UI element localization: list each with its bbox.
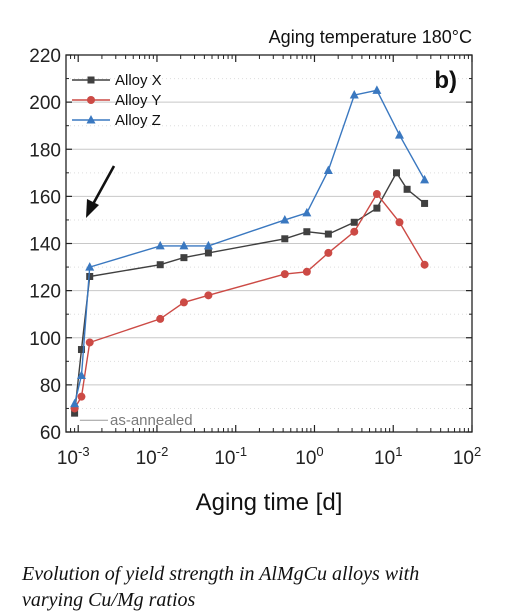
- yield-strength-chart: 60 80 100 120 140 160 180 200 220 10-3 10-2 10-1 100…: [29, 27, 481, 516]
- x-tick-label: 10-3: [57, 444, 90, 469]
- data-point: [204, 291, 213, 300]
- grid-lines: [66, 78, 472, 409]
- series-alloy-y: [70, 190, 429, 413]
- data-point: [420, 174, 430, 184]
- data-point: [85, 338, 94, 347]
- arrow-head: [86, 199, 99, 218]
- data-point: [280, 270, 289, 279]
- legend-label: Alloy X: [115, 72, 162, 89]
- arrow-shaft: [90, 165, 116, 207]
- data-point: [86, 272, 94, 280]
- data-point: [302, 207, 312, 217]
- data-point: [281, 235, 289, 243]
- y-tick-label: 200: [29, 93, 61, 114]
- legend-marker: [87, 96, 95, 104]
- data-point: [350, 227, 359, 236]
- data-point: [77, 392, 86, 401]
- data-point: [303, 228, 311, 236]
- data-point: [324, 230, 332, 238]
- data-point: [421, 199, 429, 207]
- x-axis-label: Aging time [d]: [196, 489, 343, 516]
- annotations: as-annealed: [79, 165, 193, 429]
- data-point: [372, 85, 382, 94]
- data-point: [349, 90, 359, 99]
- data-point: [71, 409, 79, 417]
- data-point: [373, 204, 381, 212]
- data-point: [394, 130, 404, 139]
- data-point: [395, 218, 404, 227]
- y-tick-label: 60: [40, 423, 61, 444]
- y-tick-label: 160: [29, 187, 61, 208]
- data-point: [302, 267, 311, 276]
- data-point: [280, 214, 290, 224]
- data-point: [155, 240, 165, 250]
- y-tick-label: 80: [40, 376, 61, 397]
- y-tick-label: 120: [29, 282, 61, 303]
- chart-subtitle: Aging temperature 180°C: [269, 27, 472, 47]
- x-tick-label: 100: [295, 444, 323, 469]
- panel-label: b): [434, 67, 457, 94]
- series-alloy-z: [70, 85, 430, 408]
- series-alloy-x: [71, 169, 429, 417]
- y-tick-label: 220: [29, 46, 61, 67]
- data-point: [393, 169, 401, 177]
- x-tick-label: 101: [374, 444, 402, 469]
- data-point: [350, 218, 358, 226]
- legend-label: Alloy Y: [115, 92, 161, 109]
- y-tick-label: 180: [29, 140, 61, 161]
- data-point: [403, 185, 411, 193]
- legend-label: Alloy Z: [115, 112, 161, 129]
- data-point: [179, 298, 188, 307]
- figure-caption-line-1: Evolution of yield strength in AlMgCu al…: [22, 563, 420, 585]
- x-tick-label: 102: [453, 444, 481, 469]
- data-point: [203, 240, 213, 250]
- data-point: [324, 248, 333, 257]
- data-point: [85, 262, 95, 271]
- data-point: [420, 260, 429, 269]
- data-point: [323, 165, 333, 174]
- annotation-as-annealed: as-annealed: [110, 412, 193, 429]
- series-line: [73, 89, 426, 404]
- y-tick-label: 140: [29, 235, 61, 256]
- legend: Alloy X Alloy Y Alloy Z: [72, 72, 162, 129]
- data-point: [76, 370, 86, 379]
- series-line: [73, 192, 426, 409]
- data-series: [70, 85, 430, 417]
- data-point: [204, 249, 212, 257]
- data-point: [372, 190, 381, 199]
- figure-caption-line-2: varying Cu/Mg ratios: [22, 589, 196, 611]
- data-point: [156, 314, 165, 323]
- x-tick-label: 10-2: [136, 444, 169, 469]
- legend-marker: [86, 115, 96, 124]
- data-point: [70, 398, 80, 408]
- x-tick-label: 10-1: [214, 444, 247, 469]
- data-point: [179, 240, 189, 250]
- series-line: [73, 171, 426, 414]
- legend-marker: [87, 76, 95, 84]
- y-tick-label: 100: [29, 329, 61, 350]
- data-point: [156, 261, 164, 269]
- axes: 60 80 100 120 140 160 180 200 220 10-3 10-2 10-1 100…: [29, 27, 481, 516]
- data-point: [77, 346, 85, 354]
- data-point: [180, 254, 188, 262]
